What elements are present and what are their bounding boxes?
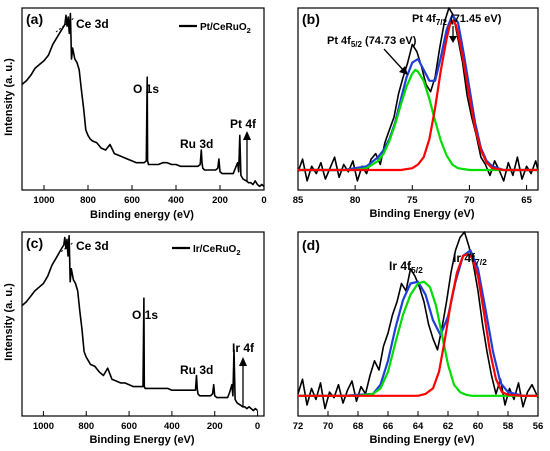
panel-c-plot-area: 1000 800 600 400 200 0 [21,231,265,432]
panel-c-label: (c) [26,235,43,251]
panel-d-xtick-label: 62 [443,421,454,432]
panel-b-xtick-label: 70 [464,195,475,206]
panel-d-xtick-label: 64 [413,421,424,432]
panel-d-series-3 [298,253,538,397]
panel-c-series-0 [21,234,259,412]
panel-d-xtick-label: 56 [533,421,544,432]
panel-a-xlabel: Binding energy (eV) [90,209,194,221]
panel-c-survey-ir: 1000 800 600 400 200 0 (c) Ir/CeRuO2 Ce 3d O … [3,231,265,446]
panel-d-series-1 [298,249,538,397]
panel-d-xtick-label: 66 [383,421,394,432]
panel-a-pt-arrow-head [243,131,251,140]
panel-d-label: (d) [302,237,320,253]
panel-c-annot-ru3d: Ru 3d [180,363,213,377]
panel-d-series-0 [297,231,539,410]
panel-c-annot-ce3d: Ce 3d [76,239,109,253]
panel-b-xtick-label: 75 [407,195,418,206]
panel-a-annot-o1s: O 1s [133,82,159,96]
panel-c-annot-ir4f: Ir 4f [232,341,255,355]
panel-b-series-2 [298,68,538,172]
panel-a-series-0 [21,12,265,188]
panel-c-xtick-label: 0 [255,421,260,432]
panel-b-frame [297,7,539,191]
panel-b-pt4f: 85 80 75 70 65 (b) Pt 4f7/2 (71.45 eV) Pt 4f… [293,7,539,220]
panel-c-legend-label: Ir/CeRuO2 [193,244,241,257]
panel-b-pointer-72-head [449,36,457,43]
panel-a-survey-pt: 1000 800 600 400 200 0 (a) Pt/CeRuO2 Ce 3d O … [3,7,267,221]
panel-d-ir4f: 72 70 68 66 64 62 60 58 56 (d) Ir 4f5/2 Ir 4f7/2… [293,231,544,446]
panel-b-series-3 [298,19,538,172]
panel-d-annot-ir4f72: Ir 4f7/2 [453,251,487,267]
panel-a-ylabel: Intensity (a. u.) [3,58,15,136]
panel-a-annot-ce3d: Ce 3d [76,17,109,31]
panel-c-xtick-label: 1000 [33,421,54,432]
panel-c-frame [21,231,265,417]
panel-a-label: (a) [26,11,43,27]
panel-c-xtick-label: 600 [121,421,137,432]
panel-c-xlabel: Binding Energy (eV) [89,434,194,446]
panel-a-xtick-label: 0 [261,195,266,206]
panel-c-ir-arrow-head [239,357,247,366]
panel-a-annot-pt4f: Pt 4f [230,117,257,131]
panel-c-ylabel: Intensity (a. u.) [3,283,15,361]
panel-a-xtick-label: 1000 [33,195,54,206]
panel-d-xtick-label: 70 [323,421,334,432]
panel-a-xtick-label: 600 [124,195,140,206]
panel-c-xtick-label: 400 [164,421,180,432]
panel-d-xtick-label: 68 [353,421,364,432]
panel-c-ce-pointer [57,241,75,255]
panel-c-annot-o1s: O 1s [132,308,158,322]
panel-d-plot-area: 72 70 68 66 64 62 60 58 56 [293,231,544,432]
panel-d-series-2 [298,280,538,397]
panel-b-annot-pt4f52: Pt 4f5/2 (74.73 eV) [327,35,417,49]
panel-c-xtick-label: 200 [207,421,223,432]
panel-d-xtick-label: 58 [503,421,514,432]
panel-a-xtick-label: 400 [168,195,184,206]
panel-b-plot-area: 85 80 75 70 65 [293,7,539,206]
panel-a-xtick-label: 200 [212,195,228,206]
panel-b-label: (b) [302,11,320,27]
panel-c-xtick-label: 800 [78,421,94,432]
panel-b-series-0 [297,7,539,182]
panel-b-pointer-52 [383,48,406,73]
panel-d-xtick-label: 72 [293,421,304,432]
panel-d-xtick-label: 60 [473,421,484,432]
panel-b-pointer-52-head [399,66,408,75]
panel-a-annot-ru3d: Ru 3d [180,137,213,151]
panel-b-xlabel: Binding Energy (eV) [369,208,474,220]
panel-b-annot-pt4f72: Pt 4f7/2 (71.45 eV) [412,13,502,27]
panel-b-xtick-label: 65 [521,195,532,206]
panel-d-annot-ir4f52: Ir 4f5/2 [389,259,423,275]
panel-b-xtick-label: 80 [350,195,361,206]
panel-a-xtick-label: 800 [80,195,96,206]
panel-a-frame [21,7,265,191]
panel-b-xtick-label: 85 [293,195,304,206]
panel-a-plot-area: 1000 800 600 400 200 0 [21,7,267,206]
panel-a-legend-label: Pt/CeRuO2 [200,22,251,35]
panel-d-xlabel: Binding Energy (eV) [369,434,474,446]
